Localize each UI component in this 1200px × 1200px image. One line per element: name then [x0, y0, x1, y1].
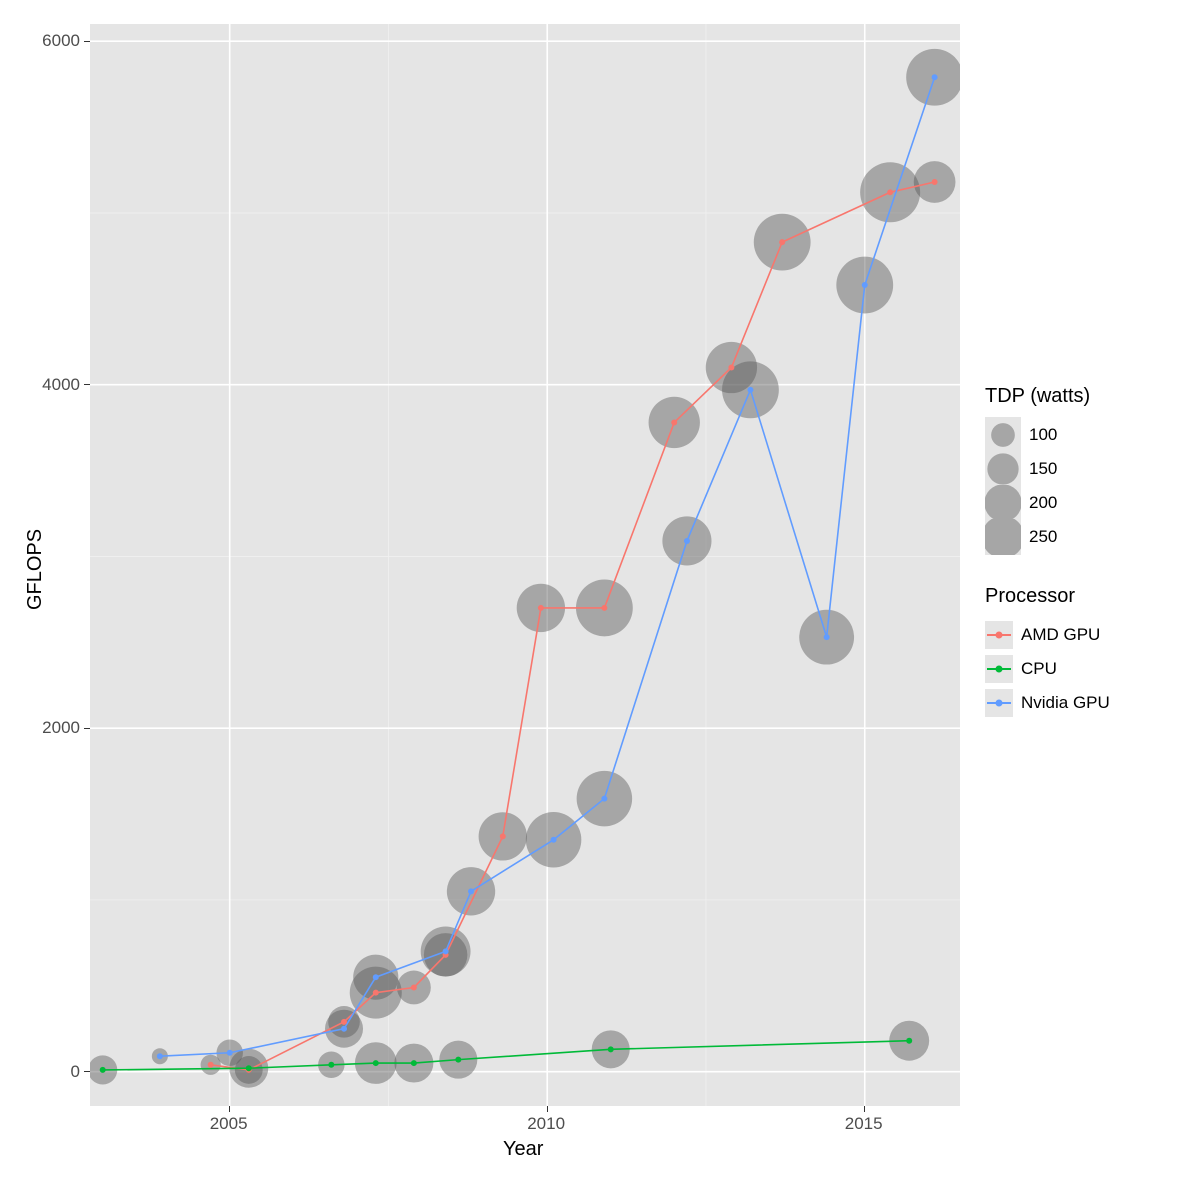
y-tick-mark: [84, 1071, 90, 1072]
x-tick-mark: [864, 1106, 865, 1112]
series-point: [328, 1062, 334, 1068]
series-point: [100, 1067, 106, 1073]
series-point: [373, 990, 379, 996]
series-point: [500, 833, 506, 839]
x-tick-mark: [547, 1106, 548, 1112]
legend-tdp-label: 250: [1029, 527, 1057, 547]
series-point: [824, 634, 830, 640]
legend-processor-label: AMD GPU: [1021, 625, 1100, 645]
series-point: [601, 605, 607, 611]
series-point: [443, 948, 449, 954]
series-point: [862, 282, 868, 288]
x-tick-mark: [229, 1106, 230, 1112]
series-point: [932, 74, 938, 80]
series-point: [601, 796, 607, 802]
y-tick-mark: [84, 41, 90, 42]
series-point: [246, 1065, 252, 1071]
legend-tdp-swatch: [985, 519, 1021, 555]
legend-processor-item: AMD GPU: [985, 618, 1110, 652]
series-point: [455, 1057, 461, 1063]
legend-processor-item: Nvidia GPU: [985, 686, 1110, 720]
series-point: [538, 605, 544, 611]
series-point: [906, 1038, 912, 1044]
y-tick-label: 4000: [42, 375, 80, 395]
y-tick-label: 2000: [42, 718, 80, 738]
legend-tdp-item: 150: [985, 452, 1090, 486]
legend-tdp-item: 200: [985, 486, 1090, 520]
legend-tdp-item: 100: [985, 418, 1090, 452]
chart-container: 2005 2010 2015 0 2000 4000 6000 Year GFLOPS TDP (…: [0, 0, 1200, 1200]
x-tick-label: 2010: [527, 1114, 565, 1134]
series-point: [728, 364, 734, 370]
legend-tdp-label: 100: [1029, 425, 1057, 445]
series-point: [671, 419, 677, 425]
series-point: [208, 1062, 214, 1068]
plot-svg: [90, 24, 960, 1106]
legend-tdp-swatch: [985, 417, 1021, 453]
y-tick-label: 6000: [42, 31, 80, 51]
plot-panel: [90, 24, 960, 1106]
series-point: [373, 974, 379, 980]
series-point: [608, 1046, 614, 1052]
x-tick-label: 2015: [845, 1114, 883, 1134]
legend-tdp-swatch: [985, 485, 1021, 521]
legend-processor-label: CPU: [1021, 659, 1057, 679]
y-tick-mark: [84, 728, 90, 729]
series-point: [411, 984, 417, 990]
series-point: [373, 1060, 379, 1066]
series-point: [341, 1026, 347, 1032]
legend-tdp-item: 250: [985, 520, 1090, 554]
legend-processor-swatch: [985, 689, 1013, 717]
series-point: [551, 837, 557, 843]
series-point: [684, 538, 690, 544]
legend-tdp: TDP (watts) 100 150 200 250: [985, 385, 1090, 554]
legend-processor: Processor AMD GPU CPU Nvidia GPU: [985, 585, 1110, 720]
legend-processor-title: Processor: [985, 585, 1110, 608]
legend-tdp-swatch: [985, 451, 1021, 487]
series-point: [932, 179, 938, 185]
y-tick-mark: [84, 384, 90, 385]
legend-processor-swatch: [985, 621, 1013, 649]
y-axis-label: GFLOPS: [24, 529, 47, 610]
series-point: [411, 1060, 417, 1066]
series-point: [341, 1019, 347, 1025]
series-point: [779, 239, 785, 245]
legend-tdp-label: 200: [1029, 493, 1057, 513]
legend-tdp-label: 150: [1029, 459, 1057, 479]
series-point: [468, 888, 474, 894]
y-tick-label: 0: [71, 1062, 80, 1082]
series-point: [227, 1050, 233, 1056]
legend-processor-item: CPU: [985, 652, 1110, 686]
legend-tdp-title: TDP (watts): [985, 385, 1090, 408]
series-point: [887, 189, 893, 195]
series-point: [157, 1053, 163, 1059]
x-axis-label: Year: [503, 1138, 543, 1161]
series-point: [747, 387, 753, 393]
legend-processor-label: Nvidia GPU: [1021, 693, 1110, 713]
legend-processor-swatch: [985, 655, 1013, 683]
x-tick-label: 2005: [210, 1114, 248, 1134]
